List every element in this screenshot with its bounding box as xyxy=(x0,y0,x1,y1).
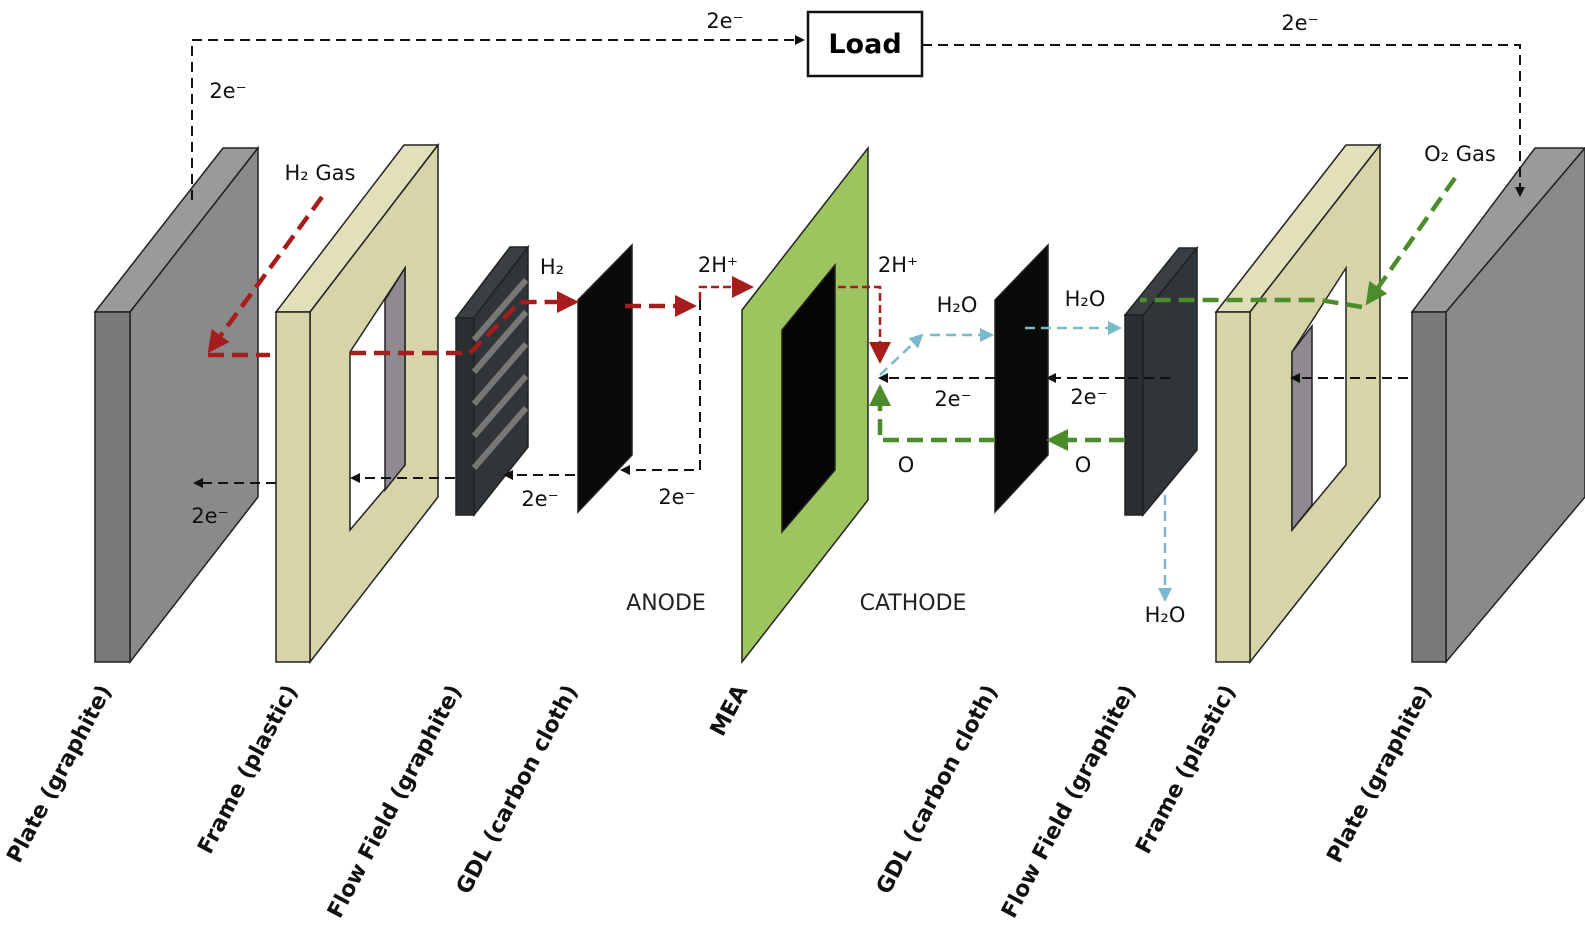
annotation: O xyxy=(1075,453,1092,477)
annotation: H₂O xyxy=(1145,603,1186,627)
side-label: ANODE xyxy=(626,591,706,616)
annotation: H₂ xyxy=(540,255,564,279)
annotation: 2e⁻ xyxy=(706,9,743,33)
annotation: 2e⁻ xyxy=(521,487,558,511)
component-label: Flow Field (graphite) xyxy=(323,681,467,922)
component-label: Plate (graphite) xyxy=(2,681,117,867)
stack-parts xyxy=(93,142,1585,665)
annotation: O₂ Gas xyxy=(1424,142,1496,166)
load-box xyxy=(806,10,924,78)
component-label: GDL (carbon cloth) xyxy=(872,681,1003,898)
component-label: Frame (plastic) xyxy=(1131,681,1241,858)
side-label: CATHODE xyxy=(860,591,967,616)
component-labels: Plate (graphite) Frame (plastic) Flow Fiel… xyxy=(2,681,1437,922)
annotation: 2e⁻ xyxy=(191,504,228,528)
component-label: Frame (plastic) xyxy=(193,681,303,858)
annotation: 2H⁺ xyxy=(878,253,918,277)
annotation: H₂ Gas xyxy=(285,161,356,185)
annotations: 2e⁻ 2e⁻ 2e⁻ H₂ Gas H₂ 2H⁺ 2H⁺ H₂O H₂O H₂O 2e⁻ 2e⁻ 2e… xyxy=(191,9,1496,627)
annotation: 2e⁻ xyxy=(209,79,246,103)
component-label: MEA xyxy=(706,681,753,740)
load-label: Load xyxy=(828,29,901,60)
annotation: H₂O xyxy=(937,293,978,317)
annotation: 2H⁺ xyxy=(698,253,738,277)
annotation: 2e⁻ xyxy=(1281,11,1318,35)
flow-arrows xyxy=(191,35,1525,602)
annotation: 2e⁻ xyxy=(934,387,971,411)
annotation: 2e⁻ xyxy=(658,485,695,509)
annotation: O xyxy=(898,453,915,477)
annotation: 2e⁻ xyxy=(1070,385,1107,409)
component-label: Flow Field (graphite) xyxy=(997,681,1141,922)
component-label: Plate (graphite) xyxy=(1322,681,1437,867)
annotation: H₂O xyxy=(1065,287,1106,311)
component-label: GDL (carbon cloth) xyxy=(452,681,583,898)
